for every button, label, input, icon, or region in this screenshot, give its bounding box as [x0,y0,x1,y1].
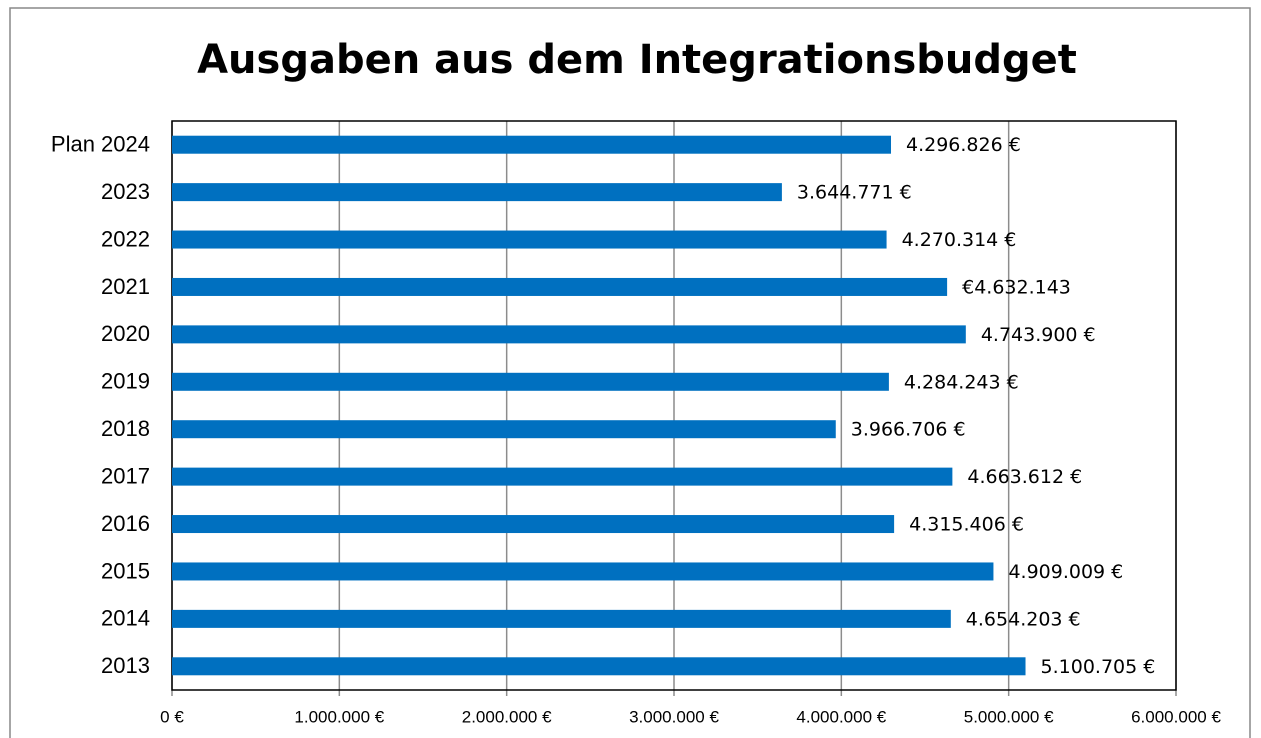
bar [172,135,892,154]
y-tick-label: 2015 [101,558,150,583]
value-label: 4.315.406 € [909,514,1024,536]
bar [172,372,889,391]
y-tick-label: 2018 [101,416,150,441]
y-tick-label: 2023 [101,179,150,204]
bar [172,609,951,628]
value-label: 4.909.009 € [1008,561,1123,583]
bar [172,657,1026,676]
bar [172,230,887,249]
bar [172,183,782,202]
value-label: 4.743.900 € [981,324,1096,346]
bar [172,277,948,296]
chart-title: Ausgaben aus dem Integrationsbudget [197,37,1077,83]
value-label: 5.100.705 € [1041,656,1156,678]
y-tick-label: 2013 [101,653,150,678]
bar [172,562,994,581]
value-label: 4.654.203 € [966,608,1081,630]
x-tick-label: 0 € [160,707,184,726]
x-tick-label: 3.000.000 € [629,707,719,726]
value-label: 4.270.314 € [902,229,1017,251]
plot-area [171,120,1177,691]
bar [172,325,966,344]
value-label: 3.644.771 € [797,182,912,204]
x-tick-label: 1.000.000 € [294,707,384,726]
y-tick-label: 2021 [101,274,150,299]
bar [172,420,836,439]
x-tick-label: 4.000.000 € [796,707,886,726]
x-tick-label: 2.000.000 € [462,707,552,726]
y-tick-label: 2017 [101,463,150,488]
x-tick-label: 6.000.000 € [1131,707,1221,726]
value-label: €4.632.143 [962,276,1071,298]
bar [172,515,895,534]
y-tick-label: 2020 [101,321,150,346]
y-tick-label: 2016 [101,511,150,536]
value-label: 4.663.612 € [967,466,1082,488]
y-tick-label: 2022 [101,226,150,251]
value-label: 4.284.243 € [904,371,1019,393]
x-tick-label: 5.000.000 € [964,707,1054,726]
value-label: 3.966.706 € [851,419,966,441]
y-tick-label: 2014 [101,606,150,631]
y-tick-label: 2019 [101,369,150,394]
bar [172,467,953,486]
y-tick-label: Plan 2024 [51,132,150,157]
value-label: 4.296.826 € [906,134,1021,156]
